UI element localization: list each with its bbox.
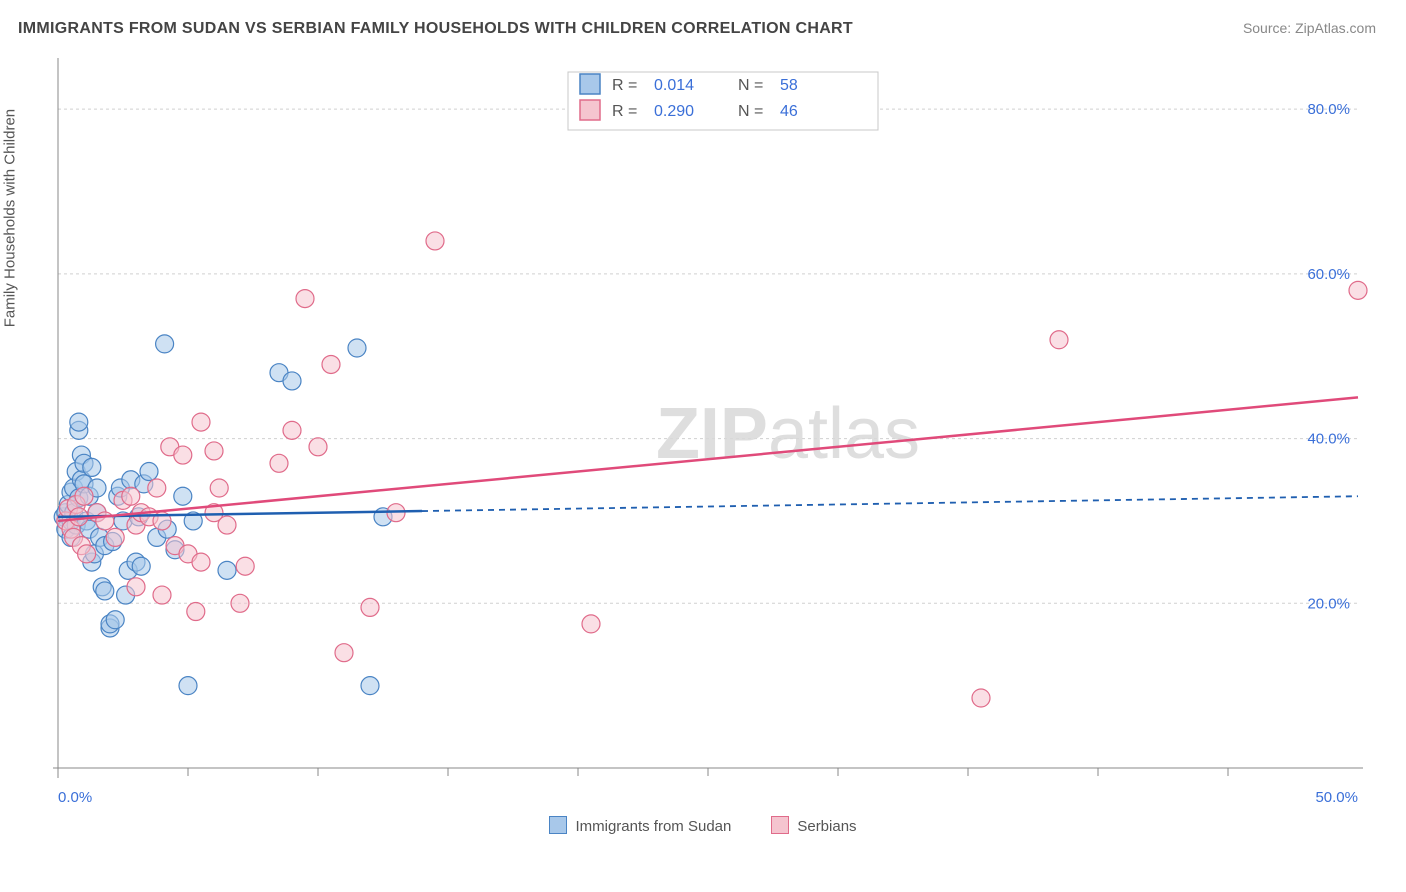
data-point xyxy=(106,528,124,546)
legend-swatch xyxy=(580,74,600,94)
data-point xyxy=(148,479,166,497)
data-point xyxy=(210,479,228,497)
y-tick-label: 80.0% xyxy=(1307,101,1350,118)
data-point xyxy=(231,594,249,612)
data-point xyxy=(218,516,236,534)
y-tick-label: 60.0% xyxy=(1307,266,1350,283)
legend-swatch xyxy=(771,816,789,834)
data-point xyxy=(140,463,158,481)
y-axis-label: Family Households with Children xyxy=(2,109,19,327)
data-point xyxy=(179,677,197,695)
y-tick-label: 40.0% xyxy=(1307,431,1350,448)
data-point xyxy=(582,615,600,633)
legend-n-label: N = xyxy=(738,77,763,94)
data-point xyxy=(132,557,150,575)
data-point xyxy=(122,487,140,505)
data-point xyxy=(335,644,353,662)
legend-r-label: R = xyxy=(612,77,637,94)
x-tick-label: 0.0% xyxy=(58,789,92,806)
data-point xyxy=(426,232,444,250)
legend-r-value: 0.290 xyxy=(654,103,694,120)
data-point xyxy=(156,335,174,353)
legend-n-label: N = xyxy=(738,103,763,120)
legend-bottom: Immigrants from Sudan Serbians xyxy=(0,816,1406,835)
legend-r-value: 0.014 xyxy=(654,77,694,94)
data-point xyxy=(283,372,301,390)
legend-swatch xyxy=(549,816,567,834)
data-point xyxy=(174,446,192,464)
data-point xyxy=(348,339,366,357)
legend-n-value: 58 xyxy=(780,77,798,94)
y-tick-label: 20.0% xyxy=(1307,595,1350,612)
data-point xyxy=(192,413,210,431)
data-point xyxy=(192,553,210,571)
data-point xyxy=(174,487,192,505)
data-point xyxy=(205,442,223,460)
data-point xyxy=(78,545,96,563)
legend-swatch xyxy=(580,100,600,120)
legend-bottom-item: Immigrants from Sudan xyxy=(549,816,731,835)
data-point xyxy=(1050,331,1068,349)
data-point xyxy=(75,487,93,505)
trend-line-a-dashed xyxy=(422,496,1358,511)
x-tick-label: 50.0% xyxy=(1315,789,1358,806)
data-point xyxy=(309,438,327,456)
watermark: ZIPatlas xyxy=(656,394,920,474)
data-point xyxy=(972,689,990,707)
data-point xyxy=(127,578,145,596)
data-point xyxy=(283,421,301,439)
data-point xyxy=(70,413,88,431)
data-point xyxy=(361,598,379,616)
data-point xyxy=(270,454,288,472)
data-point xyxy=(361,677,379,695)
data-point xyxy=(106,611,124,629)
data-point xyxy=(218,561,236,579)
data-point xyxy=(322,355,340,373)
chart-title: IMMIGRANTS FROM SUDAN VS SERBIAN FAMILY … xyxy=(18,20,853,38)
correlation-chart: 20.0% 40.0% 60.0% 80.0% ZIPatlas 0.0% 50.0% R =… xyxy=(18,48,1388,808)
legend-label: Serbians xyxy=(797,818,856,835)
data-point xyxy=(296,290,314,308)
data-point xyxy=(236,557,254,575)
data-point xyxy=(187,603,205,621)
source-label: Source: ZipAtlas.com xyxy=(1243,20,1376,36)
data-point xyxy=(1349,281,1367,299)
legend-r-label: R = xyxy=(612,103,637,120)
legend-label: Immigrants from Sudan xyxy=(575,818,731,835)
data-point xyxy=(96,582,114,600)
legend-bottom-item: Serbians xyxy=(771,816,856,835)
data-point xyxy=(153,586,171,604)
legend-n-value: 46 xyxy=(780,103,798,120)
data-point xyxy=(83,458,101,476)
